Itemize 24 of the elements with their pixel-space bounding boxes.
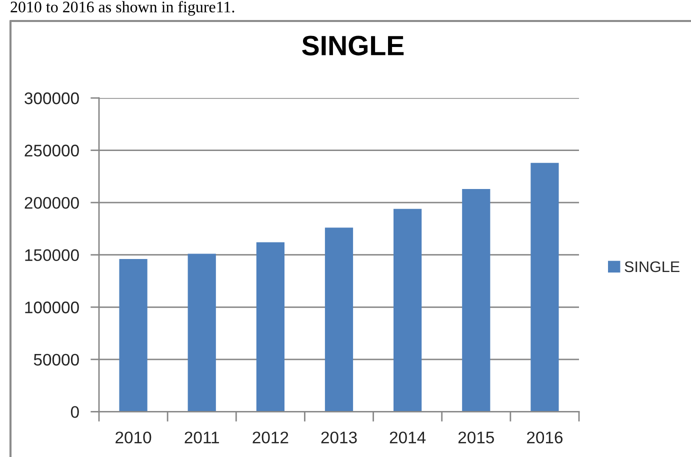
bar xyxy=(530,162,559,412)
legend-label: SINGLE xyxy=(624,261,680,272)
y-tick-label: 0 xyxy=(70,406,79,418)
y-tick-label: 50000 xyxy=(34,354,79,366)
x-tick-label: 2013 xyxy=(321,432,357,444)
x-tick-label: 2015 xyxy=(458,432,494,444)
bar xyxy=(394,208,422,412)
bar xyxy=(462,188,490,412)
x-tick-label: 2016 xyxy=(527,432,563,444)
x-tick-label: 2011 xyxy=(184,432,219,444)
y-tick-label: 150000 xyxy=(25,249,79,262)
y-tick-label: 250000 xyxy=(24,144,79,156)
x-tick-label: 2010 xyxy=(116,432,152,444)
bar xyxy=(188,254,216,412)
chart-title: SINGLE xyxy=(302,36,404,56)
bar xyxy=(256,242,284,412)
x-tick-label: 2014 xyxy=(390,432,426,444)
x-tick-label: 2012 xyxy=(252,432,288,444)
y-tick-label: 300000 xyxy=(24,92,79,104)
y-tick-label: 100000 xyxy=(25,302,79,314)
bar xyxy=(119,259,148,412)
bar xyxy=(324,228,354,412)
text: 2010 to 2016 as shown in figure11. xyxy=(10,1,234,16)
y-tick-label: 200000 xyxy=(24,196,79,209)
